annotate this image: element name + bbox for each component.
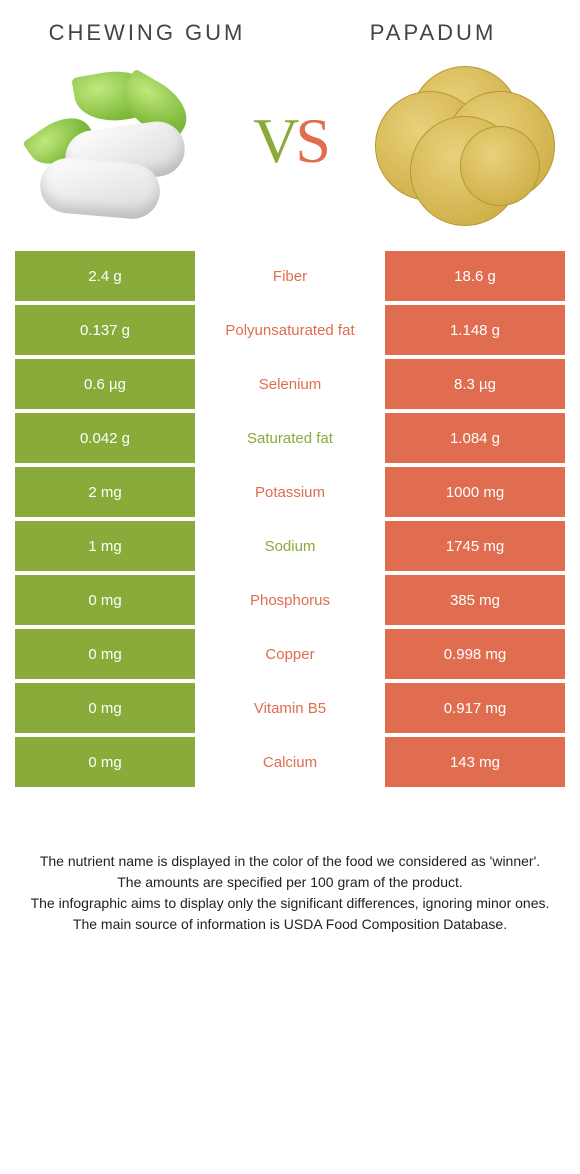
comparison-row: 0 mgCopper0.998 mg <box>15 629 565 679</box>
right-value: 0.998 mg <box>385 629 565 679</box>
nutrient-name: Potassium <box>195 467 385 517</box>
right-value: 18.6 g <box>385 251 565 301</box>
left-food-art <box>20 61 210 221</box>
footer-line: The amounts are specified per 100 gram o… <box>30 872 550 893</box>
comparison-row: 0 mgPhosphorus385 mg <box>15 575 565 625</box>
left-value: 0.137 g <box>15 305 195 355</box>
nutrient-name: Polyunsaturated fat <box>195 305 385 355</box>
comparison-row: 0.042 gSaturated fat1.084 g <box>15 413 565 463</box>
left-value: 2.4 g <box>15 251 195 301</box>
footer-line: The nutrient name is displayed in the co… <box>30 851 550 872</box>
comparison-row: 0 mgCalcium143 mg <box>15 737 565 787</box>
nutrient-name: Sodium <box>195 521 385 571</box>
chewing-gum-icon <box>20 61 210 221</box>
right-value: 8.3 µg <box>385 359 565 409</box>
right-food-title: PAPADUM <box>316 20 550 46</box>
right-value: 0.917 mg <box>385 683 565 733</box>
right-value: 143 mg <box>385 737 565 787</box>
vs-label: VS <box>253 104 327 178</box>
papadum-icon <box>370 61 560 221</box>
image-row: VS <box>0 46 580 251</box>
comparison-row: 2.4 gFiber18.6 g <box>15 251 565 301</box>
vs-v: V <box>253 105 295 176</box>
footer-notes: The nutrient name is displayed in the co… <box>0 791 580 975</box>
footer-line: The main source of information is USDA F… <box>30 914 550 935</box>
left-value: 0 mg <box>15 575 195 625</box>
right-value: 1745 mg <box>385 521 565 571</box>
nutrient-name: Selenium <box>195 359 385 409</box>
left-value: 0 mg <box>15 629 195 679</box>
right-food-art <box>370 61 560 221</box>
comparison-row: 0.137 gPolyunsaturated fat1.148 g <box>15 305 565 355</box>
comparison-row: 1 mgSodium1745 mg <box>15 521 565 571</box>
comparison-table: 2.4 gFiber18.6 g0.137 gPolyunsaturated f… <box>0 251 580 787</box>
left-value: 0.6 µg <box>15 359 195 409</box>
left-value: 1 mg <box>15 521 195 571</box>
right-value: 385 mg <box>385 575 565 625</box>
left-value: 2 mg <box>15 467 195 517</box>
nutrient-name: Copper <box>195 629 385 679</box>
right-value: 1000 mg <box>385 467 565 517</box>
nutrient-name: Vitamin B5 <box>195 683 385 733</box>
vs-s: S <box>295 105 327 176</box>
left-food-name: CHEWING GUM <box>30 20 264 46</box>
header: CHEWING GUM PAPADUM <box>0 0 580 46</box>
comparison-row: 2 mgPotassium1000 mg <box>15 467 565 517</box>
nutrient-name: Phosphorus <box>195 575 385 625</box>
left-value: 0 mg <box>15 683 195 733</box>
right-value: 1.148 g <box>385 305 565 355</box>
left-value: 0.042 g <box>15 413 195 463</box>
nutrient-name: Fiber <box>195 251 385 301</box>
nutrient-name: Saturated fat <box>195 413 385 463</box>
right-food-name: PAPADUM <box>316 20 550 46</box>
right-value: 1.084 g <box>385 413 565 463</box>
nutrient-name: Calcium <box>195 737 385 787</box>
comparison-row: 0 mgVitamin B50.917 mg <box>15 683 565 733</box>
left-food-title: CHEWING GUM <box>30 20 264 46</box>
footer-line: The infographic aims to display only the… <box>30 893 550 914</box>
left-value: 0 mg <box>15 737 195 787</box>
comparison-row: 0.6 µgSelenium8.3 µg <box>15 359 565 409</box>
